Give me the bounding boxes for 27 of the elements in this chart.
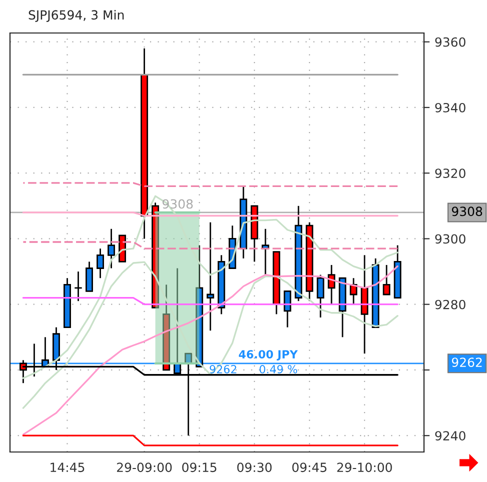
annotation: 9262 [210, 364, 236, 374]
x-tick-label: 14:45 [50, 462, 84, 472]
y-tick-label: 9300 [435, 234, 466, 244]
x-tick-label: 09:45 [292, 462, 326, 472]
candlestick [96, 248, 104, 279]
annotation: 9308 [162, 199, 193, 209]
x-tick-label: 29-09:00 [117, 462, 172, 472]
y-tick-label: 9340 [435, 102, 466, 112]
candlestick [74, 270, 82, 302]
ref-line-label: 9262 [452, 358, 482, 368]
x-tick-label: 29-10:00 [337, 462, 392, 472]
x-tick-label: 09:30 [237, 462, 272, 472]
candlestick [382, 264, 390, 296]
y-tick-label: 9320 [435, 168, 466, 178]
annotation: 46.00 JPY [238, 350, 298, 361]
y-tick-label: 9360 [435, 37, 466, 47]
candlestick [108, 228, 116, 269]
y-tick-label: 9280 [435, 300, 466, 310]
candlestick [206, 222, 214, 332]
candlestick [284, 290, 292, 328]
annotation: 0.49 % [260, 364, 298, 374]
x-tick-label: 09:15 [182, 462, 216, 472]
candlestick [86, 261, 93, 292]
y-tick-label: 9240 [435, 431, 466, 441]
ref-line-label: 9308 [452, 206, 482, 216]
chart-title: SJPJ6594, 3 Min [28, 10, 124, 22]
candlestick [316, 274, 324, 318]
